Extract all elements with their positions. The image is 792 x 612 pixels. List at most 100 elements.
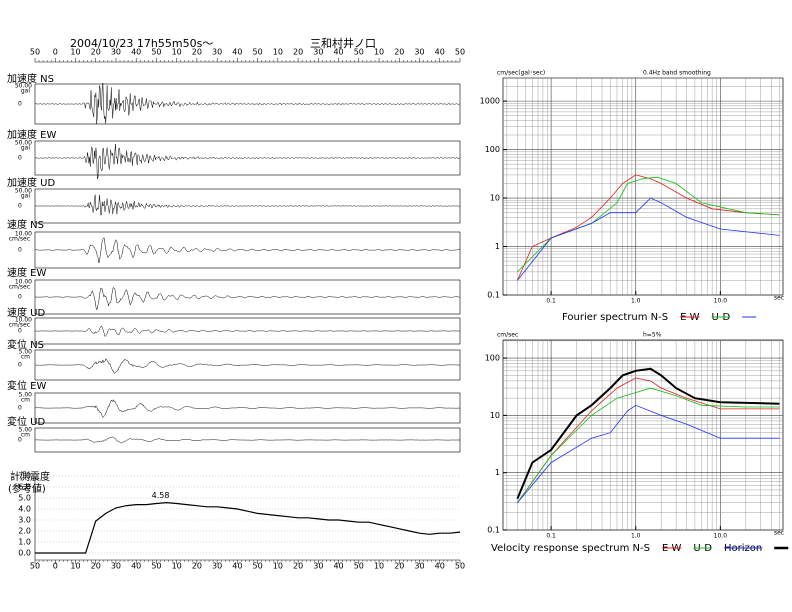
trace-scale: 5.00: [19, 349, 33, 356]
station-name: 三和村井ノ口: [310, 36, 376, 50]
y-tick-label: 0.1: [487, 526, 500, 535]
time-tick-label: 50: [151, 562, 161, 571]
trace-scale: 50.00: [15, 140, 32, 147]
trace-zero: 0: [18, 294, 22, 301]
time-tick-label: 30: [313, 48, 323, 57]
x-tick-label: 0.1: [546, 533, 556, 540]
intensity-line: [35, 501, 461, 554]
y-unit: cm/sec(gal･sec): [497, 70, 545, 77]
trace-label: 速度 UD: [7, 306, 45, 319]
time-tick-label: 40: [131, 562, 141, 571]
x-unit: sec: [774, 530, 784, 537]
time-tick-label: 40: [333, 562, 343, 571]
time-tick-label: 10: [273, 562, 283, 571]
trace-scale: 10.00: [15, 279, 32, 286]
time-tick-label: 20: [91, 562, 101, 571]
spectrum-line: [517, 387, 780, 503]
time-tick-label: 10: [172, 48, 182, 57]
y-tick-label: 10: [490, 194, 500, 203]
trace-unit: gal: [21, 88, 30, 95]
trace-zero: 0: [18, 247, 22, 254]
x-tick-label: 1.0: [631, 298, 641, 305]
trace-label: 加速度 EW: [7, 128, 56, 141]
trace-scale: 5.00: [19, 392, 33, 399]
time-tick-label: 40: [232, 48, 242, 57]
waveform: [34, 82, 461, 124]
y-unit: cm/sec: [497, 332, 518, 339]
trace-unit: cm: [21, 397, 30, 404]
time-tick-label: 50: [30, 562, 40, 571]
legend-title: Fourier spectrum N-S: [562, 312, 668, 323]
time-tick-label: 20: [192, 48, 202, 57]
intensity-note: (参考値): [8, 482, 46, 495]
trace-label: 変位 NS: [7, 338, 44, 351]
time-tick-label: 30: [111, 48, 121, 57]
trace-zero: 0: [18, 328, 22, 335]
waveform: [35, 194, 460, 216]
time-tick-label: 30: [414, 562, 424, 571]
waveform: [35, 436, 460, 444]
time-tick-label: 50: [455, 562, 465, 571]
x-tick-label: 10.0: [714, 533, 728, 540]
waveform: [34, 286, 460, 311]
y-tick-label: 10: [490, 411, 500, 420]
time-tick-label: 40: [232, 562, 242, 571]
time-tick-label: 10: [374, 48, 384, 57]
time-tick-label: 20: [293, 48, 303, 57]
time-tick-label: 20: [192, 562, 202, 571]
intensity-tick-label: 5.0: [18, 494, 31, 503]
time-tick-label: 20: [293, 562, 303, 571]
time-tick-label: 30: [111, 562, 121, 571]
time-tick-label: 40: [435, 48, 445, 57]
time-tick-label: 50: [151, 48, 161, 57]
trace-box: [34, 392, 461, 424]
trace-zero: 0: [18, 101, 22, 108]
trace-label: 変位 EW: [7, 379, 46, 392]
trace-scale: 10.00: [15, 317, 32, 324]
time-tick-label: 30: [212, 48, 222, 57]
waveform: [35, 325, 460, 337]
time-tick-label: 30: [212, 562, 222, 571]
time-tick-label: 50: [354, 562, 364, 571]
x-tick-label: 1.0: [631, 533, 641, 540]
time-tick-label: 20: [394, 562, 404, 571]
record-datetime: 2004/10/23 17h55m50s～: [70, 37, 213, 50]
trace-label: 変位 UD: [7, 415, 45, 428]
time-tick-label: 0: [53, 48, 58, 57]
trace-label: 加速度 NS: [7, 72, 54, 85]
time-tick-label: 0: [53, 562, 58, 571]
waveform: [34, 398, 460, 418]
time-tick-label: 10: [70, 48, 80, 57]
trace-unit: cm/sec: [9, 236, 30, 243]
y-tick-label: 0.1: [487, 291, 500, 300]
time-tick-label: 50: [253, 48, 263, 57]
trace-zero: 0: [18, 405, 22, 412]
intensity-tick-label: 0.0: [18, 549, 31, 558]
time-tick-label: 40: [435, 562, 445, 571]
trace-zero: 0: [18, 437, 22, 444]
trace-scale: 50.00: [15, 188, 32, 195]
time-tick-label: 10: [273, 48, 283, 57]
trace-zero: 0: [18, 155, 22, 162]
trace-unit: gal: [21, 145, 30, 152]
trace-zero: 0: [18, 203, 22, 210]
y-tick-label: 1: [495, 242, 500, 251]
y-tick-label: 1000: [480, 97, 500, 106]
intensity-tick-label: 3.0: [18, 516, 31, 525]
time-tick-label: 50: [253, 562, 263, 571]
time-tick-label: 50: [455, 48, 465, 57]
y-tick-label: 100: [485, 354, 500, 363]
intensity-tick-label: 1.0: [18, 538, 31, 547]
time-tick-label: 50: [354, 48, 364, 57]
y-tick-label: 1: [495, 468, 500, 477]
intensity-peak-label: 4.58: [152, 491, 170, 500]
chart-note: h=5%: [643, 332, 662, 339]
spectrum-line: [517, 404, 780, 503]
trace-unit: gal: [21, 193, 30, 200]
waveform: [35, 237, 460, 264]
trace-label: 加速度 UD: [7, 176, 55, 189]
trace-label: 速度 EW: [7, 266, 46, 279]
trace-unit: cm/sec: [9, 322, 30, 329]
spectrum-line: [516, 367, 780, 500]
